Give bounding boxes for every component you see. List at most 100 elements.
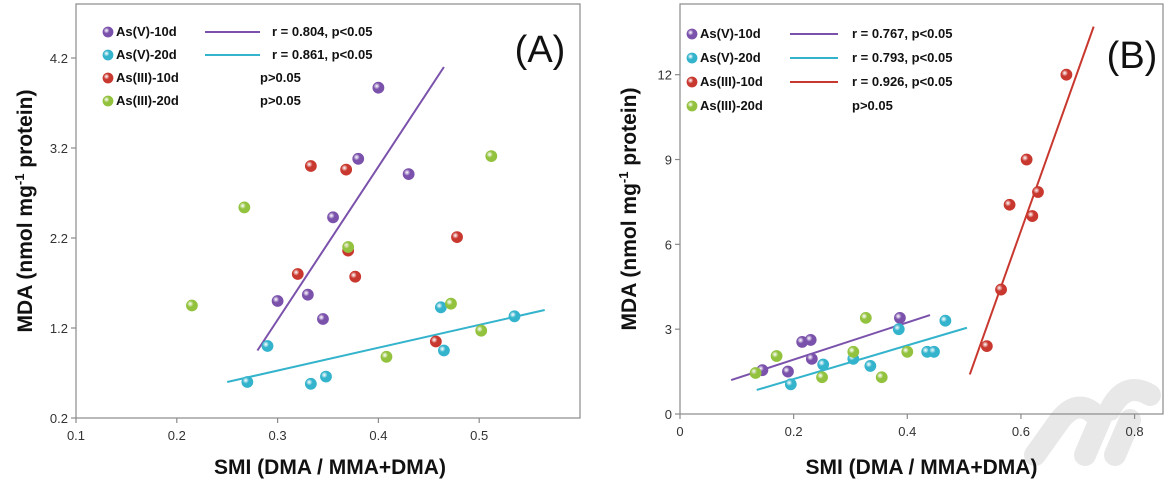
panel-a: 0.1 0.2 0.3 0.4 0.5 0.2 1.2 2.2 3.2 4.2 SMI (DMA /… — [12, 3, 581, 479]
data-point — [445, 297, 457, 310]
data-point — [817, 358, 830, 371]
data-point — [995, 283, 1007, 296]
plot-frame — [679, 3, 1164, 415]
data-point — [782, 365, 794, 378]
y-tick-label: 4.2 — [50, 51, 68, 66]
legend-stat: r = 0.804, p<0.05 — [272, 24, 372, 39]
legend-label: As(V)-10d — [116, 24, 177, 39]
y-axis-label: MDA (nmol mg-1 protein) — [12, 90, 37, 333]
legend-marker — [686, 100, 698, 112]
y-axis-label-main: MDA (nmol mg — [618, 183, 641, 330]
data-point — [805, 352, 818, 365]
data-point — [271, 295, 284, 307]
data-point — [804, 334, 817, 346]
data-point — [291, 268, 304, 280]
legend-marker — [686, 52, 698, 64]
y-tick-label: 0 — [665, 407, 672, 422]
legend-stat: r = 0.767, p<0.05 — [852, 26, 952, 41]
data-point — [304, 377, 317, 390]
data-point — [1032, 186, 1044, 198]
data-point — [508, 310, 521, 323]
data-point — [485, 150, 498, 163]
x-tick-label: 0.6 — [1012, 424, 1030, 439]
regression-line — [226, 309, 545, 383]
x-tick-label: 0.2 — [168, 428, 186, 443]
legend-label: As(V)-10d — [700, 26, 761, 41]
legend-stat: r = 0.793, p<0.05 — [852, 50, 952, 65]
data-point — [340, 163, 353, 176]
data-point — [434, 301, 447, 314]
legend-stat: p>0.05 — [852, 98, 893, 113]
watermark-shape — [1024, 379, 1161, 466]
data-point — [1060, 68, 1073, 81]
x-tick-label: 0.8 — [1126, 424, 1144, 439]
legend-label: As(III)-10d — [700, 74, 763, 89]
legend-label: As(III)-20d — [700, 98, 763, 113]
data-point — [372, 81, 385, 94]
data-point — [847, 345, 860, 358]
y-axis-label-tail: protein) — [618, 88, 641, 172]
data-point — [1026, 210, 1039, 222]
y-tick-label: 2.2 — [50, 231, 68, 246]
legend-stat: p>0.05 — [260, 93, 301, 108]
data-point — [429, 335, 442, 348]
legend-label: As(V)-20d — [700, 50, 761, 65]
data-point — [864, 360, 877, 372]
data-point — [451, 231, 463, 244]
data-point — [402, 168, 415, 181]
data-point — [238, 201, 251, 214]
x-tick-label: 0.4 — [369, 428, 387, 443]
data-point — [749, 367, 762, 379]
data-point — [875, 371, 888, 384]
x-axis-label: SMI (DMA / MMA+DMA) — [806, 456, 1038, 479]
y-tick-label: 6 — [665, 237, 672, 252]
data-point — [859, 311, 872, 324]
data-point — [939, 314, 952, 327]
panel-b: 0 0.2 0.4 0.6 0.8 0 3 6 9 12 SMI (DMA / MMA+DMA) MD… — [616, 3, 1164, 479]
legend-marker — [102, 49, 114, 61]
x-tick-label: 0.1 — [67, 428, 85, 443]
legend-marker — [686, 76, 698, 88]
data-point — [475, 324, 488, 337]
y-axis-label-tail: protein) — [14, 90, 37, 174]
legend-marker — [102, 72, 114, 84]
data-point — [1020, 153, 1033, 166]
y-tick-label: 0.2 — [50, 411, 68, 426]
x-axis-label: SMI (DMA / MMA+DMA) — [214, 456, 446, 479]
y-tick-label: 9 — [665, 153, 672, 168]
data-point — [901, 345, 914, 358]
data-point — [349, 270, 362, 283]
plot-frame — [75, 3, 581, 419]
data-point — [892, 323, 905, 336]
data-point — [352, 152, 365, 165]
y-tick-label: 1.2 — [50, 321, 68, 336]
data-point — [241, 376, 254, 388]
y-tick-label: 3 — [665, 322, 672, 337]
regression-line — [256, 66, 445, 352]
legend-label: As(III)-10d — [116, 70, 179, 85]
data-point — [438, 344, 450, 357]
data-point — [320, 370, 332, 383]
panel-label: (A) — [515, 29, 566, 71]
data-point — [301, 288, 314, 301]
legend-marker — [102, 26, 114, 38]
data-point — [261, 340, 274, 352]
data-point — [816, 371, 828, 384]
y-axis-label-sup: -1 — [616, 172, 631, 184]
x-tick-label: 0.3 — [269, 428, 287, 443]
data-point — [980, 340, 993, 353]
x-tick-label: 0 — [676, 424, 683, 439]
data-point — [784, 378, 797, 391]
y-tick-label: 3.2 — [50, 141, 68, 156]
legend-marker — [686, 28, 698, 40]
data-point — [327, 211, 339, 224]
legend-stat: p>0.05 — [260, 70, 301, 85]
y-axis-label: MDA (nmol mg-1 protein) — [616, 88, 641, 331]
regression-line — [968, 26, 1095, 375]
legend-marker — [102, 95, 114, 107]
legend-stat: r = 0.926, p<0.05 — [852, 74, 952, 89]
y-axis-label-main: MDA (nmol mg — [14, 185, 37, 332]
y-tick-label: 12 — [658, 68, 672, 83]
data-point — [1003, 198, 1016, 211]
data-point — [186, 299, 198, 312]
